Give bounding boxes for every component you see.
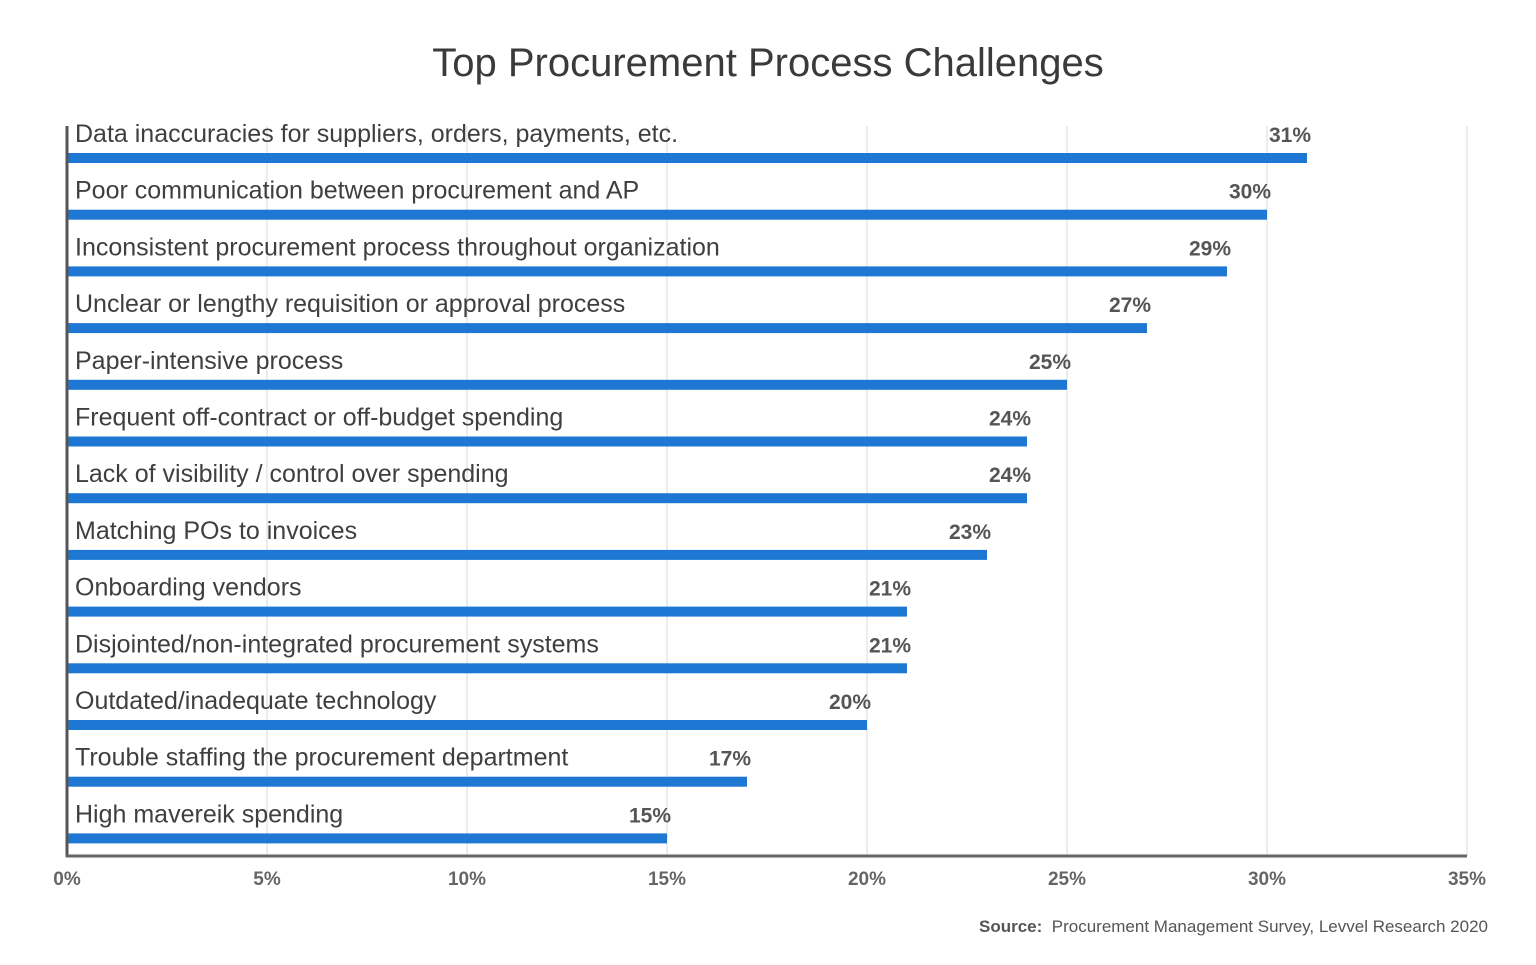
value-label-1: 30% <box>1229 181 1271 204</box>
category-label-11: Trouble staffing the procurement departm… <box>75 744 568 772</box>
bar-6 <box>67 493 1027 504</box>
category-label-6: Lack of visibility / control over spendi… <box>75 460 509 488</box>
axes: 0% 5% 10% 15% 20% 25% 30% 35% <box>53 126 1486 890</box>
category-label-4: Paper-intensive process <box>75 347 343 375</box>
x-tick-label-6: 30% <box>1248 869 1286 890</box>
value-label-12: 15% <box>629 804 671 827</box>
value-label-11: 17% <box>709 748 751 771</box>
x-tick-label-7: 35% <box>1448 869 1486 890</box>
bar-1 <box>67 209 1267 220</box>
value-label-0: 31% <box>1269 124 1311 147</box>
category-label-8: Onboarding vendors <box>75 574 302 602</box>
source-note: Source: Procurement Management Survey, L… <box>979 917 1488 936</box>
x-tick-label-3: 15% <box>648 869 686 890</box>
value-label-4: 25% <box>1029 351 1071 374</box>
bar-10 <box>67 720 867 730</box>
bar-4 <box>67 379 1067 390</box>
bar-9 <box>67 663 907 674</box>
category-label-7: Matching POs to invoices <box>75 517 357 545</box>
category-label-5: Frequent off-contract or off-budget spen… <box>75 404 563 432</box>
value-label-2: 29% <box>1189 237 1231 260</box>
value-label-5: 24% <box>989 408 1031 431</box>
category-label-10: Outdated/inadequate technology <box>75 687 437 715</box>
category-label-2: Inconsistent procurement process through… <box>75 233 720 261</box>
value-label-3: 27% <box>1109 294 1151 317</box>
x-tick-label-2: 10% <box>448 869 486 890</box>
x-tick-label-0: 0% <box>53 869 81 890</box>
value-label-8: 21% <box>869 578 911 601</box>
bar-0 <box>67 153 1307 163</box>
source-text: Procurement Management Survey, Levvel Re… <box>1052 917 1488 936</box>
gridlines <box>266 126 1468 856</box>
category-label-0: Data inaccuracies for suppliers, orders,… <box>75 120 678 148</box>
x-tick-label-4: 20% <box>848 869 886 890</box>
category-label-3: Unclear or lengthy requisition or approv… <box>75 290 625 318</box>
value-label-9: 21% <box>869 634 911 657</box>
value-label-6: 24% <box>989 464 1031 487</box>
bar-7 <box>67 549 987 560</box>
x-tick-label-5: 25% <box>1048 869 1086 890</box>
category-label-9: Disjointed/non-integrated procurement sy… <box>75 630 599 658</box>
bars: Data inaccuracies for suppliers, orders,… <box>67 120 1311 844</box>
bar-2 <box>67 266 1227 277</box>
x-tick-label-1: 5% <box>253 869 281 890</box>
source-prefix: Source: <box>979 917 1042 936</box>
bar-11 <box>67 776 747 787</box>
chart-title: Top Procurement Process Challenges <box>432 41 1103 85</box>
bar-12 <box>67 833 667 844</box>
bar-3 <box>67 323 1147 334</box>
bar-8 <box>67 606 907 617</box>
bar-5 <box>67 436 1027 447</box>
category-label-12: High mavereik spending <box>75 800 343 828</box>
category-label-1: Poor communication between procurement a… <box>75 177 639 205</box>
value-label-7: 23% <box>949 521 991 544</box>
value-label-10: 20% <box>829 691 871 714</box>
